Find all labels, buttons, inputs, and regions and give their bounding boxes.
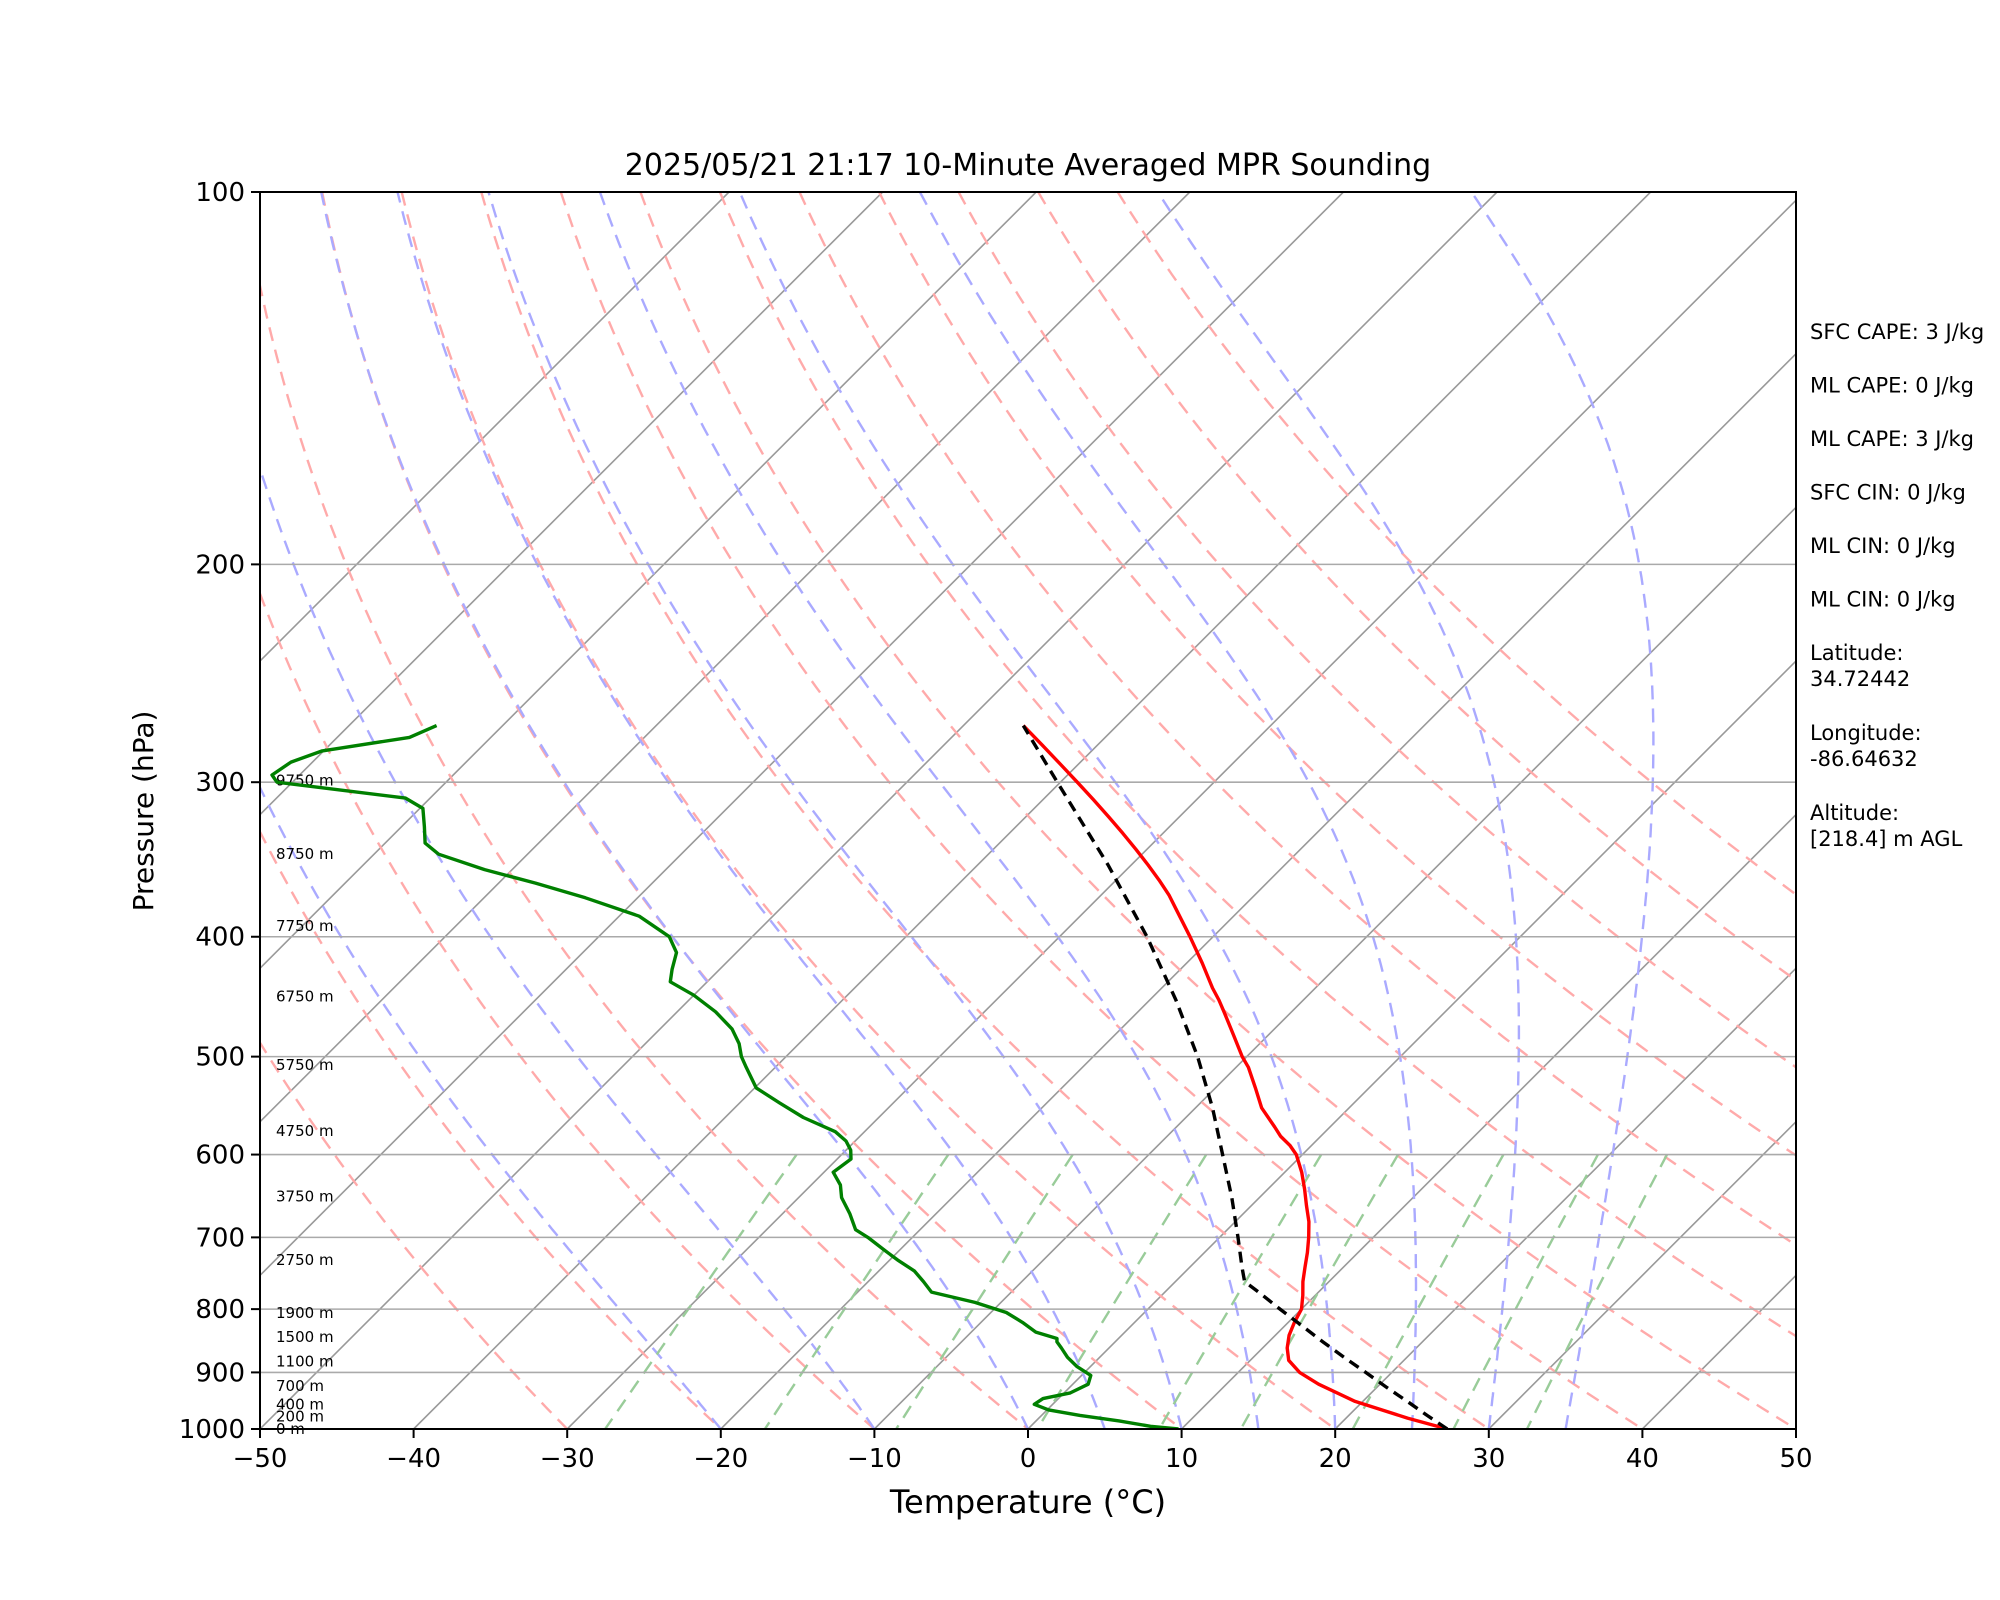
y-tick-label: 400	[195, 923, 245, 953]
x-tick-label: 10	[1165, 1444, 1198, 1474]
sounding-info-text: Altitude: [218.4] m AGL	[1810, 801, 1963, 851]
x-tick-label: −40	[386, 1444, 441, 1474]
height-label: 8750 m	[276, 845, 334, 863]
moist-adiabat-line	[1470, 192, 1655, 1429]
height-label: 200 m	[276, 1407, 324, 1425]
height-label: 5750 m	[276, 1056, 334, 1074]
dry-adiabat-line	[480, 192, 1490, 1429]
dewpoint-line	[270, 724, 1179, 1429]
mixing-ratio-line	[1036, 1153, 1208, 1429]
height-label: 6750 m	[276, 987, 334, 1005]
y-tick-label: 700	[195, 1223, 245, 1253]
sounding-info-panel: SFC CAPE: 3 J/kg ML CAPE: 0 J/kg ML CAPE: …	[1810, 320, 1984, 851]
dry-adiabat-line	[1116, 192, 1796, 897]
chart-title: 2025/05/21 21:17 10-Minute Averaged MPR …	[625, 148, 1431, 183]
height-label: 3750 m	[276, 1188, 334, 1206]
isotherm-line	[720, 352, 1796, 1429]
sounding-info-text: ML CIN: 0 J/kg	[1810, 534, 1956, 558]
parcel-profile-line	[1021, 724, 1449, 1429]
x-tick-label: 20	[1319, 1444, 1352, 1474]
height-label: 4750 m	[276, 1122, 334, 1140]
isotherm-line	[260, 192, 884, 816]
y-tick-label: 300	[195, 768, 245, 798]
sounding-info-text: ML CAPE: 0 J/kg	[1810, 374, 1974, 398]
moist-adiabat-line	[396, 192, 1106, 1429]
isotherm-line	[413, 192, 1652, 1429]
x-axis-label: Temperature (°C)	[889, 1483, 1166, 1521]
height-label: 1100 m	[276, 1353, 334, 1371]
moist-adiabat-line	[320, 192, 1030, 1429]
y-tick-label: 100	[195, 178, 245, 208]
temperature-line	[1022, 724, 1448, 1429]
isotherm-line	[260, 192, 1498, 1429]
x-tick-label: 30	[1472, 1444, 1505, 1474]
sounding-info-text: Latitude: 34.72442	[1810, 641, 1910, 691]
mixing-ratio-line	[895, 1153, 1074, 1429]
dry-adiabat-line	[718, 192, 1796, 1338]
height-label: 7750 m	[276, 917, 334, 935]
x-tick-label: −50	[233, 1444, 288, 1474]
sounding-info-text: ML CAPE: 3 J/kg	[1810, 427, 1974, 451]
data-series	[270, 724, 1449, 1429]
x-tick-label: −30	[540, 1444, 595, 1474]
isotherm-line	[1334, 967, 1796, 1429]
height-label: 400 m	[276, 1395, 324, 1413]
y-tick-label: 900	[195, 1358, 245, 1388]
x-tick-label: 50	[1779, 1444, 1812, 1474]
dry-adiabat-line	[260, 590, 876, 1429]
mixing-ratio-line	[763, 1153, 950, 1429]
moist-adiabat-line	[738, 192, 1337, 1429]
x-tick-label: −10	[847, 1444, 902, 1474]
height-label: 700 m	[276, 1377, 324, 1395]
sounding-info-text: ML CIN: 0 J/kg	[1810, 588, 1956, 612]
sounding-info-text: SFC CIN: 0 J/kg	[1810, 481, 1966, 505]
dry-adiabat-line	[559, 192, 1644, 1429]
dry-adiabat-line	[400, 192, 1336, 1429]
moist-adiabat-line	[487, 192, 1183, 1429]
isotherm-line	[873, 506, 1796, 1429]
dry-adiabat-line	[957, 192, 1796, 1069]
isotherm-line	[1181, 813, 1796, 1429]
height-label: 2750 m	[276, 1251, 334, 1269]
mixing-ratio-line	[1525, 1154, 1669, 1429]
mixing-ratio-line	[1351, 1154, 1505, 1429]
moist-adiabat-line	[260, 784, 722, 1429]
x-axis: −50 −40 −30 −20 −10 0 10 20 30 40 50	[233, 1429, 1813, 1474]
height-label: 1500 m	[276, 1328, 334, 1346]
moist-adiabat-line	[598, 192, 1260, 1429]
moist-adiabat-line	[1156, 192, 1521, 1429]
mixing-ratio-line	[604, 1153, 798, 1429]
y-tick-label: 1000	[179, 1415, 245, 1445]
y-axis: 100 200 300 400 500 600 700 800 900 1000	[179, 178, 260, 1445]
y-tick-label: 500	[195, 1043, 245, 1073]
y-tick-label: 800	[195, 1295, 245, 1325]
isotherm-line	[260, 192, 1191, 1123]
dry-adiabat-line	[260, 829, 722, 1429]
x-tick-label: 0	[1020, 1444, 1037, 1474]
y-tick-label: 200	[195, 550, 245, 580]
height-label: 1900 m	[276, 1304, 334, 1322]
y-tick-label: 600	[195, 1141, 245, 1171]
sounding-info-text: SFC CAPE: 3 J/kg	[1810, 320, 1984, 344]
x-tick-label: 40	[1626, 1444, 1659, 1474]
isotherm-line	[260, 192, 1344, 1277]
isotherm-line	[260, 192, 1037, 970]
y-axis-label: Pressure (hPa)	[127, 711, 160, 912]
dry-adiabat-line	[798, 192, 1796, 1247]
isotherm-line	[1488, 1120, 1796, 1429]
mixing-ratio-line	[1452, 1154, 1599, 1429]
mixing-ratio-line	[1158, 1153, 1323, 1429]
isotherm-line	[566, 199, 1796, 1429]
x-tick-label: −20	[693, 1444, 748, 1474]
isotherm-line	[260, 192, 730, 663]
dry-adiabat-line	[260, 280, 1029, 1429]
sounding-info-text: Longitude: -86.64632	[1810, 721, 1922, 771]
mixing-ratio-line	[1239, 1153, 1400, 1429]
dry-adiabat-line	[878, 192, 1796, 1157]
